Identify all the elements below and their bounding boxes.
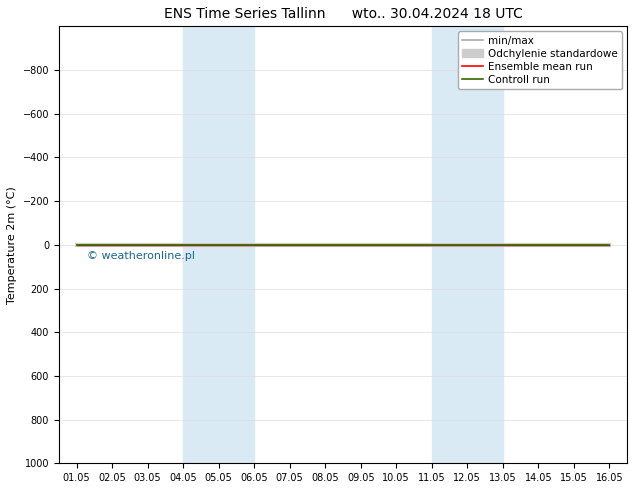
Legend: min/max, Odchylenie standardowe, Ensemble mean run, Controll run: min/max, Odchylenie standardowe, Ensembl… <box>458 31 622 89</box>
Text: © weatheronline.pl: © weatheronline.pl <box>87 251 195 261</box>
Bar <box>467 26 503 464</box>
Title: ENS Time Series Tallinn      wto.. 30.04.2024 18 UTC: ENS Time Series Tallinn wto.. 30.04.2024… <box>164 7 522 21</box>
Y-axis label: Temperature 2m (°C): Temperature 2m (°C) <box>7 186 17 304</box>
Bar <box>183 26 219 464</box>
Bar <box>219 26 254 464</box>
Bar <box>432 26 467 464</box>
